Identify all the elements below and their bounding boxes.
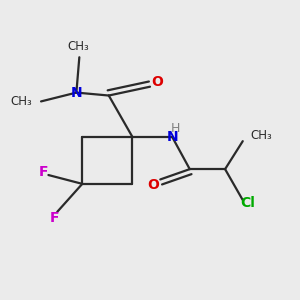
Text: CH₃: CH₃ (250, 129, 272, 142)
Text: H: H (170, 122, 180, 135)
Text: F: F (38, 165, 48, 179)
Text: F: F (50, 211, 59, 225)
Text: CH₃: CH₃ (11, 95, 32, 108)
Text: O: O (147, 178, 159, 192)
Text: N: N (70, 85, 82, 100)
Text: Cl: Cl (241, 196, 256, 210)
Text: O: O (152, 75, 163, 89)
Text: N: N (166, 130, 178, 144)
Text: CH₃: CH₃ (67, 40, 89, 53)
